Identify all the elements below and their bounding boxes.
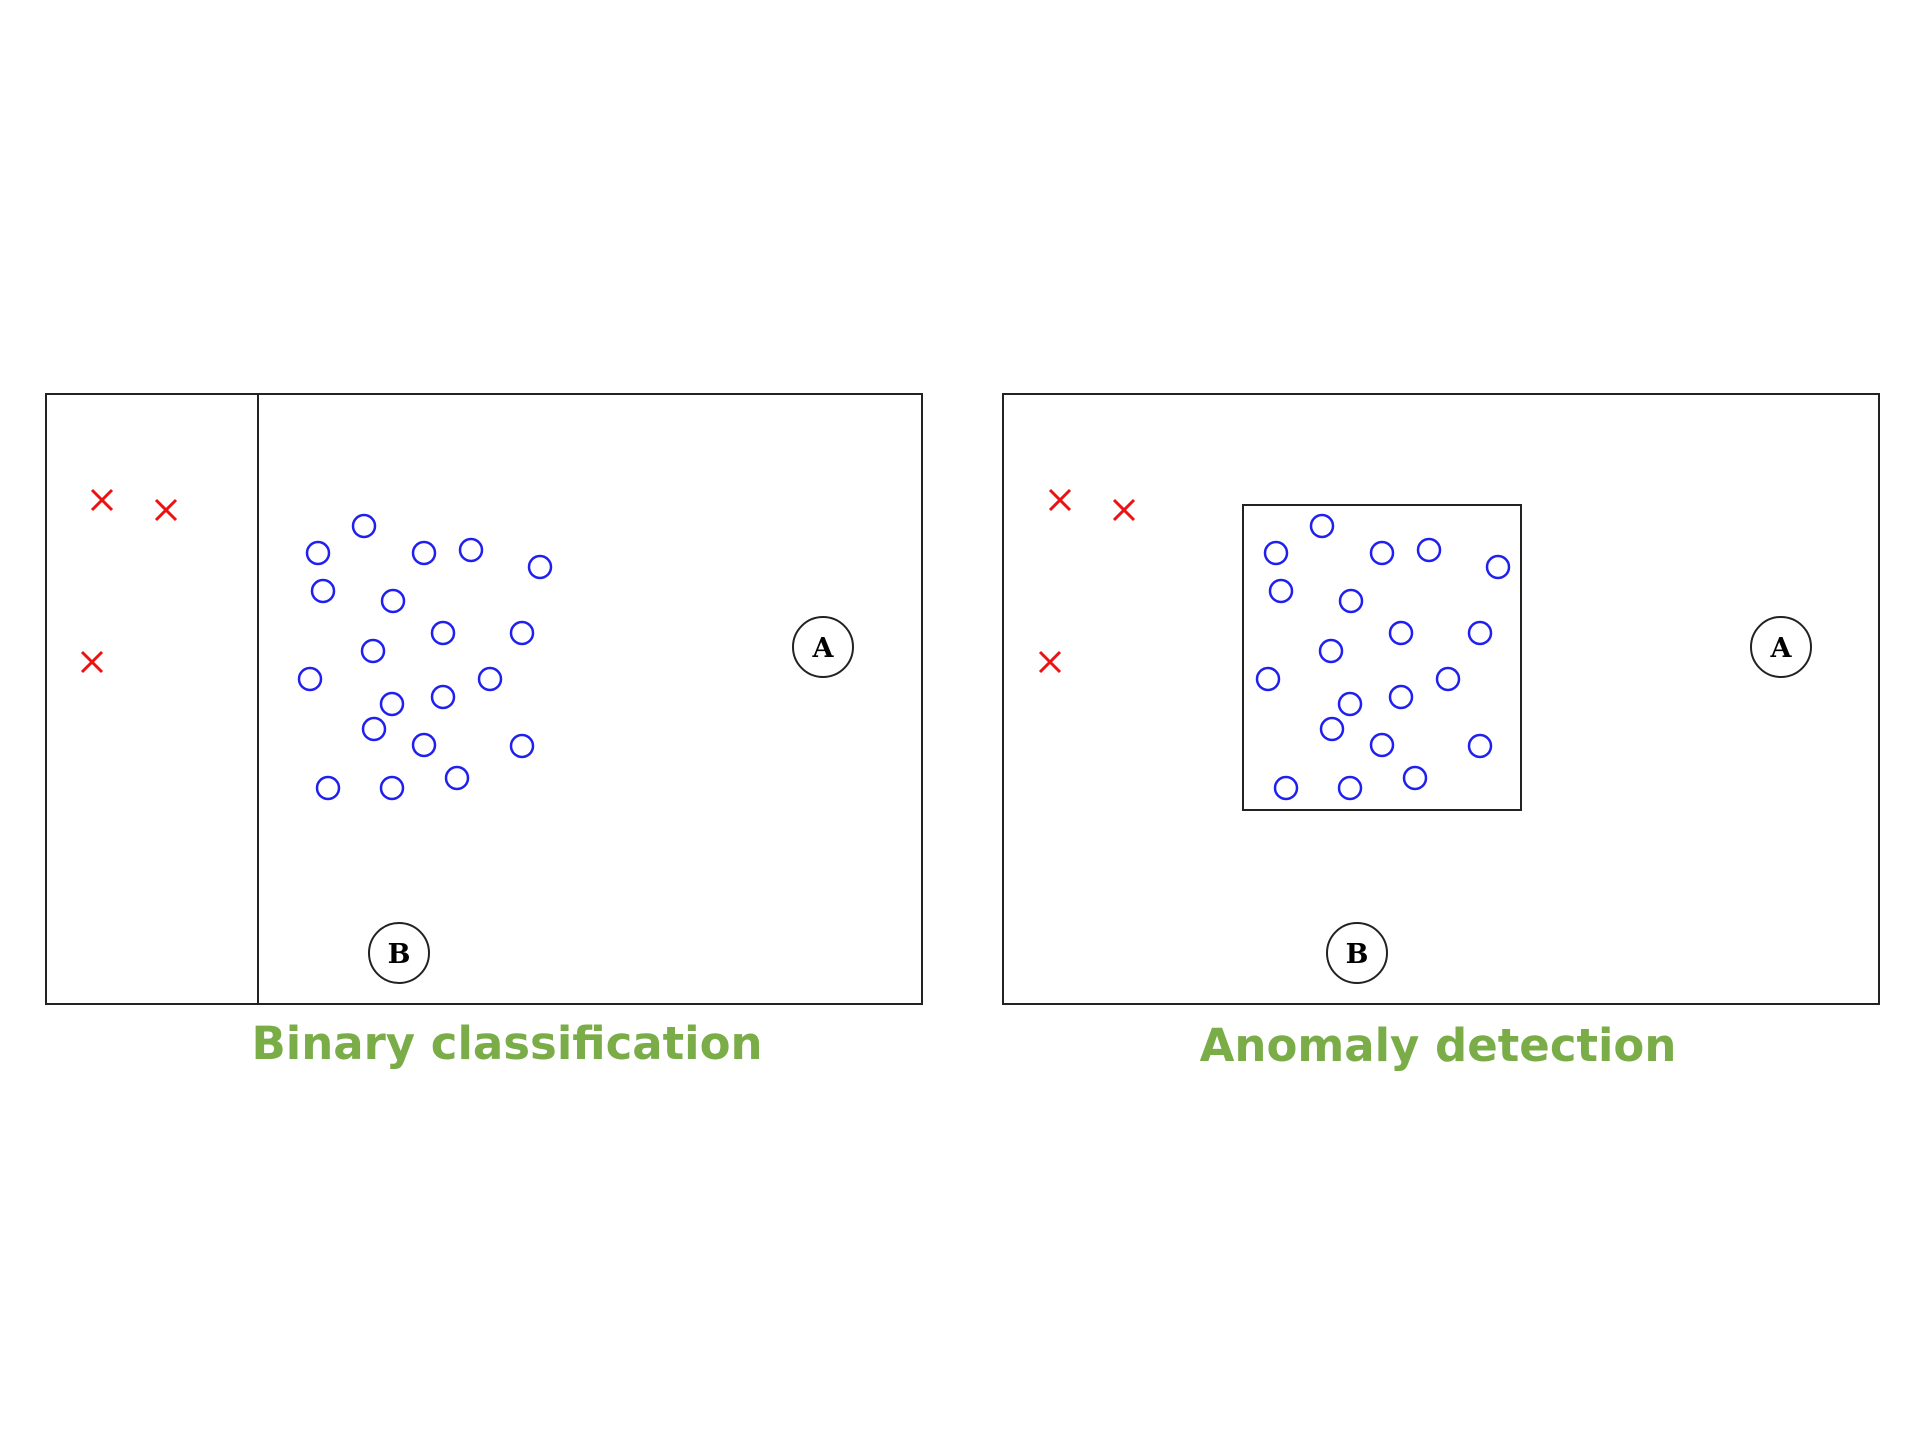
normal-o-mark [1273,775,1299,801]
normal-o-mark [411,732,437,758]
normal-o-mark [315,775,341,801]
normal-o-mark [1388,684,1414,710]
panel-frame [45,393,923,1005]
normal-o-mark [477,666,503,692]
normal-o-mark [1402,765,1428,791]
test-point-a-label: A [812,633,835,664]
normal-o-mark [1369,732,1395,758]
panel-binary-classification: A B [45,393,923,1005]
normal-o-mark [1338,588,1364,614]
anomaly-x-mark [1112,498,1136,522]
caption-anomaly-detection: Anomaly detection [1199,1019,1677,1072]
normal-o-mark [444,765,470,791]
anomaly-x-mark [90,488,114,512]
normal-o-mark [458,537,484,563]
test-point-b: B [368,922,430,984]
anomaly-x-mark [1048,488,1072,512]
normal-o-mark [1485,554,1511,580]
normal-o-mark [297,666,323,692]
normal-o-mark [509,620,535,646]
anomaly-x-mark [80,650,104,674]
normal-o-mark [1388,620,1414,646]
normal-o-mark [1309,513,1335,539]
normal-o-mark [360,638,386,664]
panel-anomaly-detection: A B [1002,393,1880,1005]
normal-points [297,513,553,801]
normal-o-mark [1337,775,1363,801]
normal-o-mark [310,578,336,604]
anomaly-points [1038,488,1136,674]
normal-o-mark [527,554,553,580]
test-point-b-label: B [1346,939,1369,970]
normal-o-mark [1435,666,1461,692]
normal-o-mark [305,540,331,566]
test-point-a: A [792,616,854,678]
normal-o-mark [430,684,456,710]
normal-o-mark [1467,620,1493,646]
test-point-a: A [1750,616,1812,678]
normal-o-mark [1369,540,1395,566]
normal-o-mark [509,733,535,759]
normal-o-mark [1268,578,1294,604]
normal-o-mark [380,588,406,614]
panel-frame [1002,393,1880,1005]
normal-o-mark [1318,638,1344,664]
normal-region-box [1242,504,1522,811]
normal-o-mark [351,513,377,539]
normal-o-mark [1263,540,1289,566]
anomaly-x-mark [154,498,178,522]
test-point-b: B [1326,922,1388,984]
anomaly-x-mark [1038,650,1062,674]
normal-o-mark [1337,691,1363,717]
normal-o-mark [1255,666,1281,692]
normal-o-mark [361,716,387,742]
normal-o-mark [1319,716,1345,742]
test-point-a-label: A [1770,633,1793,664]
normal-o-mark [379,691,405,717]
normal-points [1255,513,1511,801]
normal-o-mark [411,540,437,566]
normal-o-mark [430,620,456,646]
test-point-b-label: B [388,939,411,970]
caption-binary-classification: Binary classification [251,1017,763,1070]
normal-o-mark [1416,537,1442,563]
normal-o-mark [1467,733,1493,759]
normal-o-mark [379,775,405,801]
anomaly-points [80,488,178,674]
